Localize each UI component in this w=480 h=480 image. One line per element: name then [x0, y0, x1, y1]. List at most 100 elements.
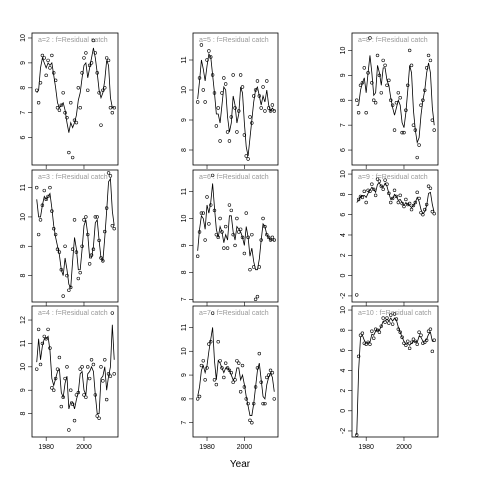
y-tick-label: 8 [340, 98, 347, 102]
panel: a=6 : f=Residual catch 7 8 9 10 11 [181, 169, 279, 306]
y-tick-label: 9 [181, 243, 188, 247]
point [398, 193, 402, 198]
point [432, 211, 436, 216]
point [55, 367, 60, 371]
point [91, 247, 96, 251]
point [112, 226, 116, 231]
point [419, 103, 423, 107]
point [95, 71, 99, 75]
point [238, 73, 243, 77]
point [36, 232, 41, 237]
point [424, 202, 429, 207]
point [99, 256, 103, 260]
point [74, 393, 79, 397]
point [360, 81, 365, 85]
y-tick-label: 11 [181, 188, 188, 195]
point [415, 342, 419, 346]
point [364, 342, 368, 346]
point [383, 63, 387, 68]
panel: a=9 : f=Residual catch -2 0 2 4 6 8 10 [340, 169, 439, 306]
point [97, 91, 101, 95]
point [396, 327, 401, 331]
point [86, 88, 90, 92]
point [205, 58, 209, 62]
point [366, 340, 370, 344]
point [421, 212, 425, 217]
point [255, 366, 260, 370]
point [67, 150, 71, 155]
y-tick-label: 10 [20, 213, 27, 221]
panel-frame [31, 305, 119, 438]
point [65, 365, 69, 369]
point [210, 73, 215, 77]
point [218, 359, 222, 363]
point [248, 418, 252, 423]
point [383, 178, 387, 182]
point [421, 341, 425, 345]
point [248, 115, 252, 119]
panel-frame [31, 169, 119, 303]
point [246, 157, 250, 161]
point [368, 342, 372, 346]
point [417, 330, 421, 334]
point [400, 130, 404, 135]
y-tick-label: 7 [181, 297, 188, 301]
point [373, 101, 378, 105]
panel-title: a=5 : f=Residual catch [199, 37, 269, 44]
point [212, 378, 217, 382]
panel-frame [192, 305, 279, 438]
panel: a=7 : f=Residual catch 7 8 9 10 11 1980 2000 [181, 305, 279, 451]
point [372, 336, 376, 340]
point [227, 368, 232, 373]
point [377, 179, 382, 183]
point [377, 73, 382, 78]
point [398, 96, 402, 100]
point [97, 238, 101, 243]
point [69, 101, 73, 105]
point [205, 195, 209, 199]
point [255, 294, 260, 299]
point [379, 91, 383, 95]
point [428, 58, 433, 63]
point [95, 215, 99, 219]
point [225, 366, 230, 370]
point [364, 200, 368, 205]
point [237, 109, 241, 113]
point [259, 380, 263, 384]
point [366, 71, 370, 75]
point [406, 83, 410, 88]
point [389, 313, 393, 317]
point [240, 235, 245, 240]
point [110, 224, 115, 228]
point [266, 106, 271, 110]
panel-title: a=9 : f=Residual catch [358, 174, 428, 181]
point [199, 363, 204, 368]
point [35, 185, 39, 190]
point [225, 130, 230, 134]
point [402, 204, 406, 209]
point [402, 130, 406, 135]
panel-content: a=7 : f=Residual catch [195, 310, 276, 425]
point [396, 200, 401, 205]
point [112, 372, 116, 376]
point [44, 73, 48, 78]
point [423, 207, 427, 212]
point [223, 224, 228, 229]
point [72, 118, 77, 122]
point [72, 218, 77, 222]
point [67, 288, 71, 292]
point [263, 109, 267, 113]
point [261, 401, 265, 406]
point [207, 342, 211, 346]
point [104, 206, 109, 210]
point [419, 333, 423, 337]
y-tick-label: 8 [340, 328, 347, 332]
point [233, 106, 237, 110]
point [428, 186, 433, 190]
y-tick-label: 8 [181, 270, 188, 274]
y-tick-label: 10 [181, 86, 188, 94]
point [265, 79, 269, 83]
point [261, 85, 265, 89]
point [406, 339, 410, 343]
